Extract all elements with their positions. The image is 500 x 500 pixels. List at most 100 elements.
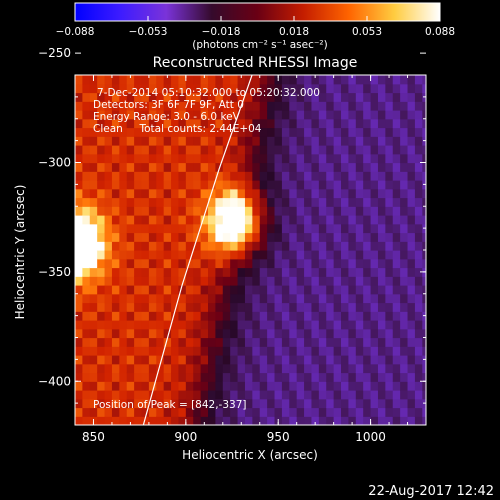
- image-pixel: [318, 188, 327, 199]
- image-pixel: [193, 110, 202, 120]
- image-pixel: [111, 372, 120, 382]
- image-pixel: [193, 337, 202, 347]
- image-pixel: [363, 162, 372, 172]
- image-pixel: [200, 188, 209, 199]
- image-pixel: [385, 372, 394, 382]
- image-pixel: [134, 75, 143, 85]
- image-pixel: [355, 83, 364, 94]
- image-pixel: [178, 83, 187, 94]
- image-pixel: [281, 311, 290, 321]
- chart-title: Reconstructed RHESSI Image: [153, 55, 358, 71]
- image-pixel: [392, 197, 401, 207]
- image-pixel: [333, 250, 342, 260]
- image-pixel: [208, 363, 216, 374]
- image-pixel: [252, 75, 261, 85]
- image-pixel: [75, 162, 83, 172]
- image-pixel: [237, 197, 246, 207]
- image-pixel: [237, 118, 246, 129]
- image-pixel: [97, 223, 106, 234]
- image-pixel: [326, 293, 335, 304]
- image-pixel: [289, 372, 298, 382]
- image-pixel: [407, 171, 416, 181]
- y-tick-label: −400: [38, 374, 71, 388]
- image-pixel: [230, 188, 239, 199]
- image-pixel: [304, 110, 313, 120]
- image-pixel: [400, 92, 409, 102]
- image-pixel: [82, 127, 91, 137]
- image-pixel: [97, 145, 106, 155]
- image-pixel: [111, 215, 120, 225]
- image-pixel: [400, 197, 409, 207]
- image-pixel: [244, 136, 253, 146]
- image-pixel: [200, 110, 209, 120]
- image-pixel: [75, 180, 83, 190]
- image-pixel: [392, 118, 401, 129]
- image-pixel: [208, 328, 216, 339]
- image-pixel: [237, 92, 246, 102]
- image-pixel: [385, 250, 394, 260]
- image-pixel: [407, 407, 416, 417]
- image-pixel: [422, 197, 426, 207]
- image-pixel: [422, 293, 426, 304]
- image-pixel: [289, 241, 298, 251]
- image-pixel: [296, 101, 305, 111]
- image-pixel: [126, 92, 135, 102]
- image-pixel: [252, 188, 261, 199]
- image-pixel: [304, 101, 313, 111]
- image-pixel: [119, 267, 128, 277]
- image-pixel: [341, 92, 350, 102]
- image-pixel: [341, 381, 350, 391]
- image-pixel: [178, 250, 187, 260]
- image-pixel: [267, 127, 276, 137]
- image-pixel: [89, 127, 98, 137]
- image-pixel: [119, 416, 128, 425]
- image-pixel: [414, 188, 423, 199]
- image-pixel: [318, 110, 327, 120]
- image-pixel: [178, 293, 187, 304]
- plot-image: [75, 75, 426, 425]
- image-pixel: [119, 258, 128, 269]
- image-pixel: [422, 153, 426, 164]
- image-pixel: [400, 215, 409, 225]
- image-pixel: [348, 407, 357, 417]
- image-pixel: [296, 153, 305, 164]
- image-pixel: [363, 346, 372, 356]
- image-pixel: [134, 398, 143, 409]
- image-pixel: [333, 101, 342, 111]
- image-pixel: [311, 162, 320, 172]
- image-pixel: [193, 153, 202, 164]
- image-pixel: [377, 232, 386, 242]
- image-pixel: [304, 92, 313, 102]
- image-pixel: [148, 223, 157, 234]
- image-pixel: [311, 363, 320, 374]
- image-pixel: [89, 293, 98, 304]
- image-pixel: [414, 145, 423, 155]
- image-pixel: [104, 363, 113, 374]
- image-pixel: [208, 320, 216, 330]
- image-pixel: [289, 285, 298, 295]
- image-pixel: [326, 390, 335, 400]
- image-pixel: [119, 372, 128, 382]
- image-pixel: [274, 136, 283, 146]
- image-pixel: [348, 180, 357, 190]
- image-pixel: [414, 293, 423, 304]
- image-pixel: [193, 241, 202, 251]
- image-pixel: [237, 267, 246, 277]
- image-pixel: [289, 118, 298, 129]
- image-pixel: [82, 276, 91, 286]
- image-pixel: [281, 92, 290, 102]
- image-pixel: [252, 346, 261, 356]
- image-pixel: [363, 127, 372, 137]
- image-pixel: [178, 197, 187, 207]
- image-pixel: [82, 293, 91, 304]
- image-pixel: [141, 223, 150, 234]
- image-pixel: [200, 232, 209, 242]
- image-pixel: [215, 188, 224, 199]
- image-pixel: [370, 302, 379, 312]
- image-pixel: [134, 180, 143, 190]
- image-pixel: [304, 276, 313, 286]
- image-pixel: [156, 188, 165, 199]
- image-pixel: [97, 381, 106, 391]
- image-pixel: [341, 293, 350, 304]
- image-pixel: [341, 223, 350, 234]
